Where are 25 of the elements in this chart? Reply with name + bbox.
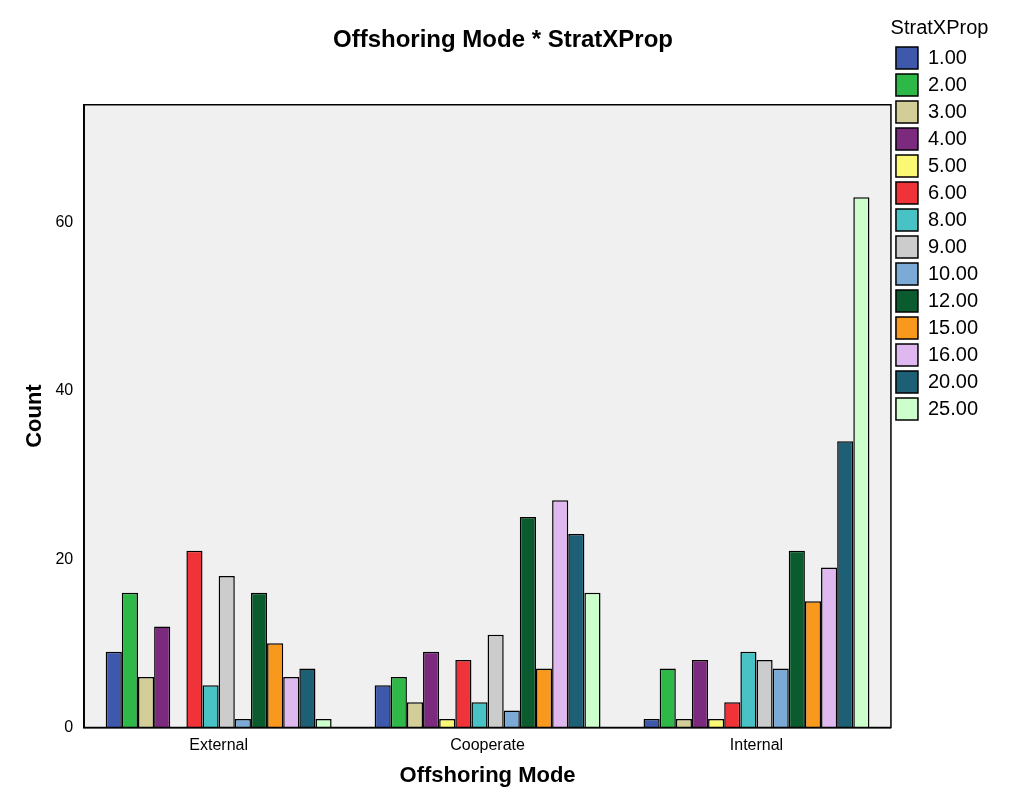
chart-title: Offshoring Mode * StratXProp [332, 25, 674, 53]
x-tick-label: External [189, 736, 249, 754]
legend-label: 6.00 [927, 180, 967, 203]
y-tick-label: 40 [55, 381, 74, 399]
y-tick-label: 20 [55, 549, 74, 567]
legend-label: 20.00 [927, 369, 979, 392]
legend-label: 8.00 [927, 207, 967, 230]
legend-label: 16.00 [927, 342, 979, 365]
legend-label: 2.00 [927, 72, 967, 95]
legend-label: 10.00 [927, 261, 979, 284]
legend-label: 25.00 [927, 396, 979, 419]
legend-label: 4.00 [927, 126, 967, 149]
legend-label: 9.00 [927, 234, 967, 257]
y-tick-label: 0 [64, 717, 74, 735]
legend-label: 12.00 [927, 288, 979, 311]
legend-label: 3.00 [927, 99, 967, 122]
legend-title: StratXProp [890, 15, 989, 38]
x-axis-title: Offshoring Mode [399, 761, 576, 787]
y-axis-title: Count [21, 383, 47, 448]
x-tick-label: Cooperate [450, 736, 526, 754]
y-tick-label: 60 [55, 213, 74, 230]
legend-label: 15.00 [927, 315, 979, 338]
legend-label: 5.00 [927, 153, 967, 176]
x-tick-label: Internal [729, 736, 784, 754]
legend-label: 1.00 [927, 45, 967, 68]
